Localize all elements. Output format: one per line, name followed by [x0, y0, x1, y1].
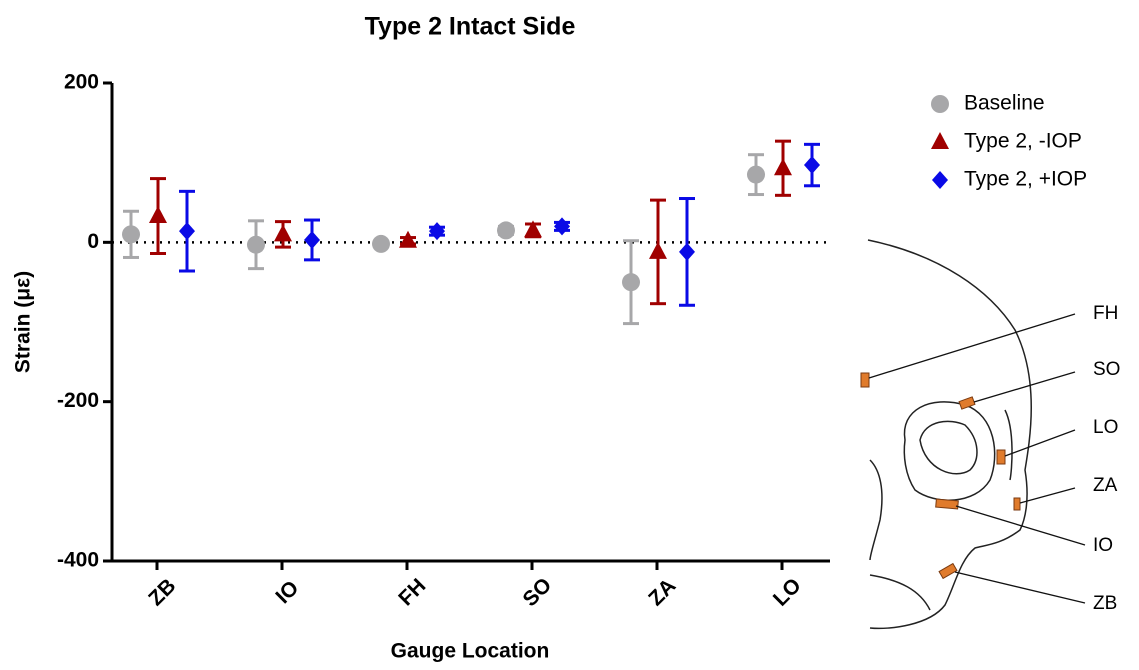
data-point — [524, 220, 542, 238]
data-point — [497, 221, 515, 240]
data-point — [274, 224, 292, 242]
x-tick-label: ZA — [644, 574, 680, 610]
x-tick-label: LO — [769, 574, 806, 611]
y-axis-label: Strain (με) — [12, 271, 35, 373]
data-point — [149, 206, 167, 224]
y-tick-label: 200 — [64, 71, 99, 94]
gauge — [860, 372, 870, 388]
gauge — [935, 498, 959, 510]
nose — [869, 459, 883, 561]
legend-marker — [931, 132, 949, 149]
orbit-inner — [919, 420, 978, 475]
data-point — [804, 156, 820, 175]
data-point — [774, 158, 792, 176]
leader-line — [868, 313, 1076, 379]
legend-marker — [931, 95, 949, 113]
data-point — [649, 241, 667, 259]
temporal — [1004, 409, 1013, 481]
legend-label: Type 2, -IOP — [964, 130, 1082, 153]
skull-diagram — [867, 239, 1032, 630]
data-point — [747, 165, 765, 184]
leader-line — [1004, 429, 1076, 457]
x-tick-label: FH — [394, 574, 430, 610]
data-point — [429, 222, 445, 241]
gauge-label: FH — [1093, 303, 1118, 324]
gauge-label: SO — [1093, 359, 1120, 380]
data-point — [304, 230, 320, 249]
leader-line — [1019, 487, 1076, 504]
data-point — [122, 225, 140, 244]
leader-lines — [868, 313, 1086, 604]
data-point — [399, 230, 417, 248]
y-tick-label: -400 — [57, 549, 99, 572]
data-point — [179, 222, 195, 241]
data-point — [554, 217, 570, 236]
gauge — [1013, 497, 1021, 511]
gauge-label: IO — [1093, 535, 1113, 556]
legend-label: Baseline — [964, 92, 1045, 115]
diagram-labels: FH SO LO ZA IO ZB — [1093, 303, 1120, 614]
x-tick-label: ZB — [144, 574, 180, 610]
gauge-label: ZA — [1093, 475, 1118, 496]
data-point — [622, 273, 640, 292]
data-point — [247, 235, 265, 254]
chart-title: Type 2 Intact Side — [365, 13, 576, 41]
jaw — [869, 574, 931, 611]
y-tick-label: 0 — [87, 230, 99, 253]
data-point — [372, 234, 390, 253]
orbit — [903, 401, 996, 501]
leader-line — [955, 505, 1086, 546]
legend-marker — [932, 171, 948, 189]
x-axis-label: Gauge Location — [391, 640, 550, 663]
gauges — [860, 372, 1021, 580]
gauge-label: LO — [1093, 417, 1118, 438]
gauge — [996, 449, 1006, 465]
gauge — [958, 396, 976, 410]
leader-line — [954, 571, 1086, 604]
gauge-label: ZB — [1093, 593, 1117, 614]
data-point — [679, 242, 695, 261]
x-tick-label: SO — [518, 573, 556, 611]
y-tick-label: -200 — [57, 389, 99, 412]
skull-outline — [867, 239, 1032, 630]
gauge — [938, 562, 958, 580]
legend-label: Type 2, +IOP — [964, 168, 1087, 191]
x-tick-label: IO — [271, 576, 303, 608]
leader-line — [973, 371, 1076, 403]
